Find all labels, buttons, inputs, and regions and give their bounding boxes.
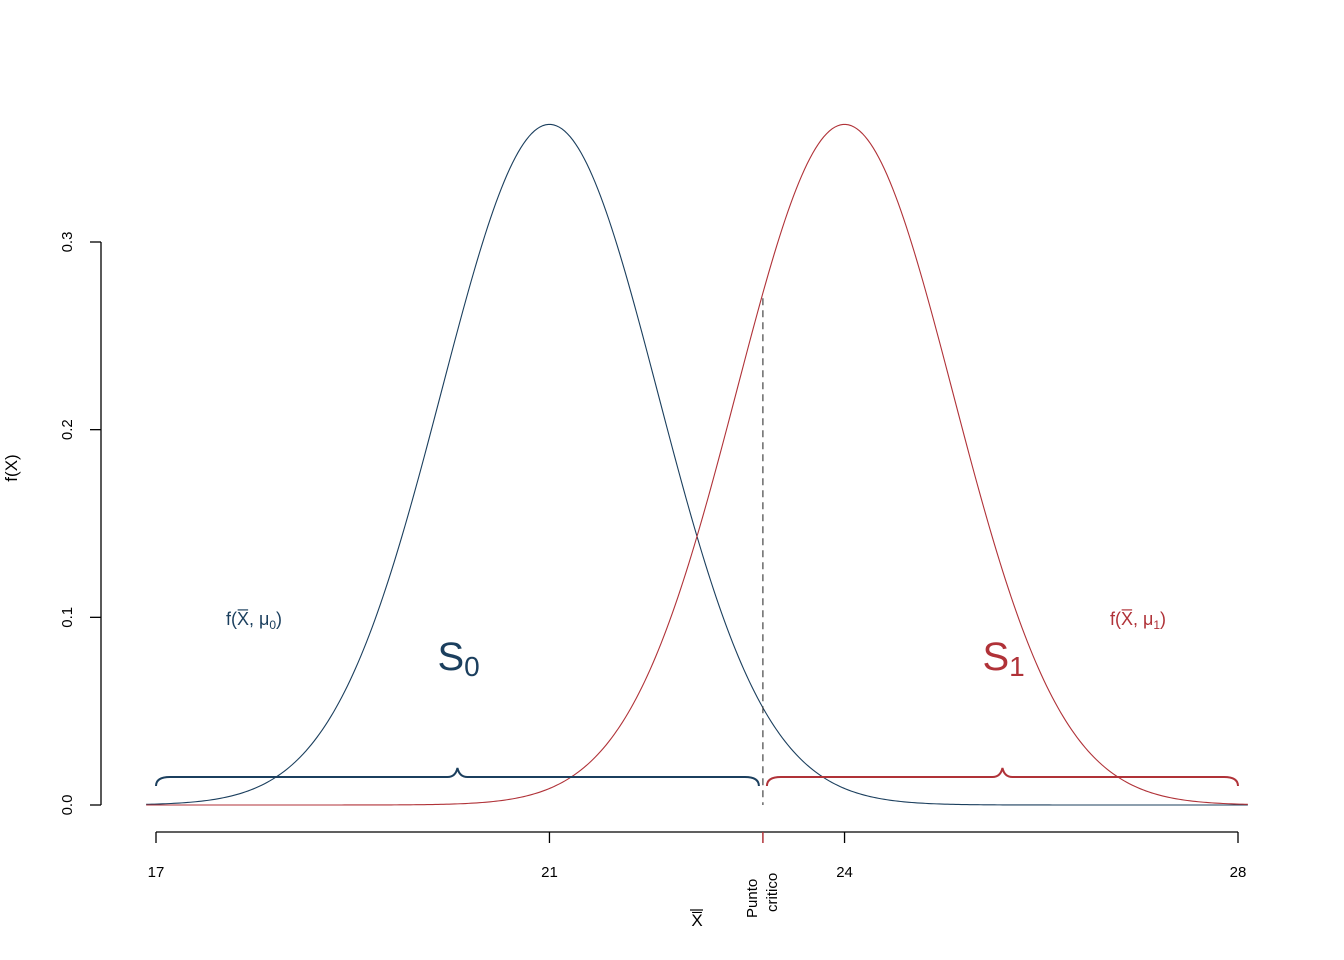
density-curve-0 <box>146 123 1248 806</box>
x-tick-label: 24 <box>836 864 853 881</box>
y-axis-label: f(X) <box>2 454 21 481</box>
x-axis: 17 21 24 28 <box>148 831 1247 911</box>
annotations: f(X̅, μ0) f(X̅, μ1) <box>226 609 1166 632</box>
x-axis-label: X̅ <box>691 911 702 930</box>
y-tick-label: 0.0 <box>59 795 76 816</box>
region-braces: S0 S1 <box>155 635 1239 787</box>
critical-point-label-line2: critico <box>764 873 781 912</box>
x-tick-label: 21 <box>541 864 558 881</box>
density-curve-1 <box>146 123 1248 806</box>
y-tick-label: 0.3 <box>59 232 76 253</box>
y-axis: 0.0 0.1 0.2 0.3 <box>59 232 102 816</box>
y-tick-label: 0.2 <box>59 419 76 440</box>
density-label-1: f(X̅, μ1) <box>1110 609 1166 632</box>
density-curves <box>146 123 1248 806</box>
region-label-0: S0 <box>437 635 479 682</box>
critical-point-label-line1: Punto <box>744 879 761 918</box>
x-tick-label: 28 <box>1230 864 1247 881</box>
critical-point-group: Punto critico <box>744 298 781 918</box>
x-tick-label: 17 <box>148 864 165 881</box>
y-tick-label: 0.1 <box>59 607 76 628</box>
region-brace-1 <box>765 767 1239 787</box>
region-brace-0 <box>155 767 760 787</box>
region-label-1: S1 <box>982 635 1024 682</box>
density-label-0: f(X̅, μ0) <box>226 609 282 632</box>
